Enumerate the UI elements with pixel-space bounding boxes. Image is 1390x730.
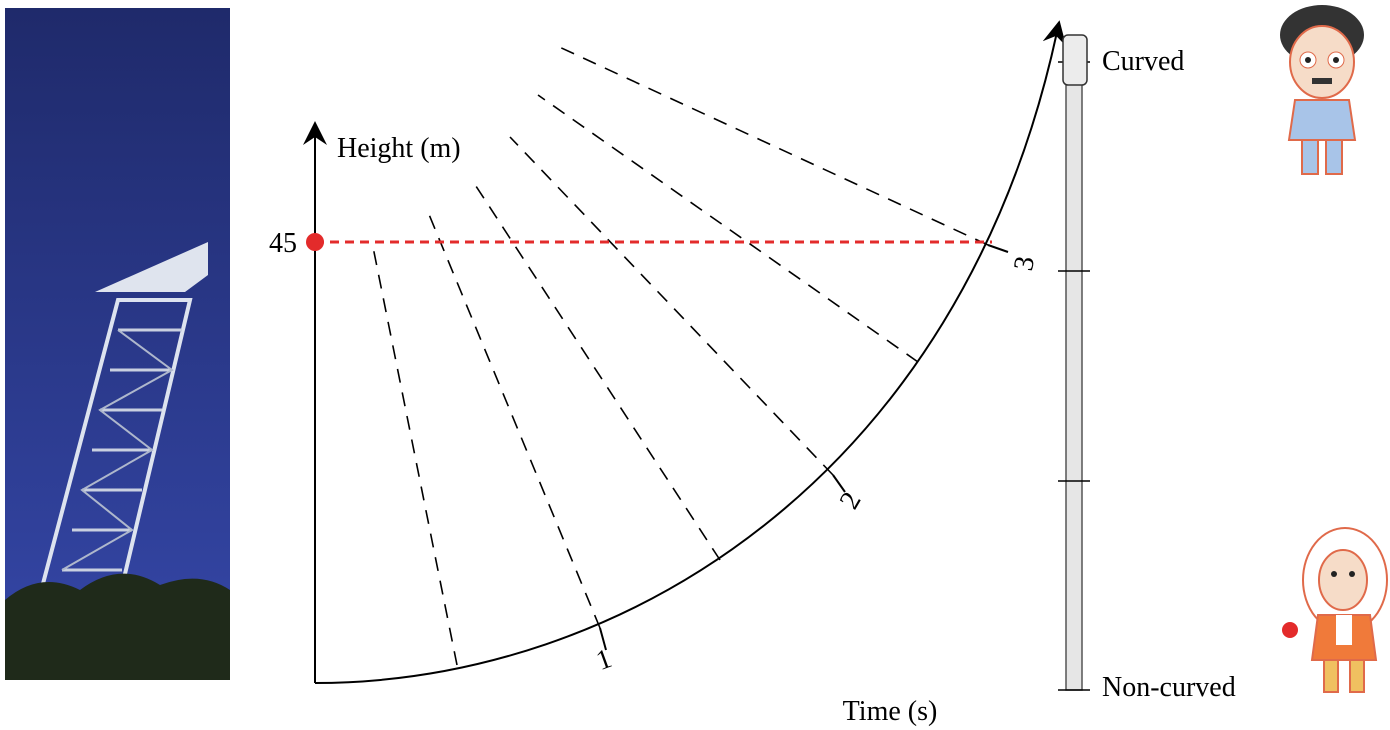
newton-figure bbox=[1282, 527, 1388, 693]
slider-bottom-label: Non-curved bbox=[1102, 672, 1236, 703]
height-label: 45 bbox=[269, 228, 297, 259]
einstein-figure bbox=[1280, 5, 1364, 175]
x-axis-label: Time (s) bbox=[843, 696, 938, 727]
time-tick-label: 1 bbox=[592, 643, 616, 677]
time-lines bbox=[371, 44, 989, 666]
time-ticks bbox=[599, 244, 1009, 651]
slider-handle[interactable] bbox=[1062, 34, 1088, 86]
curvature-slider[interactable]: Curved Non-curved bbox=[1058, 34, 1236, 703]
tower-photo bbox=[5, 8, 230, 680]
slider-top-label: Curved bbox=[1102, 46, 1184, 77]
y-axis-label: Height (m) bbox=[337, 133, 461, 164]
curved-time-axis bbox=[314, 20, 1067, 684]
time-tick-label: 3 bbox=[1008, 254, 1041, 273]
spacetime-diagram: Height (m) 1 2 3 45 Time (s) bbox=[269, 20, 1067, 727]
height-point bbox=[306, 233, 324, 251]
time-tick-label: 2 bbox=[834, 487, 868, 515]
